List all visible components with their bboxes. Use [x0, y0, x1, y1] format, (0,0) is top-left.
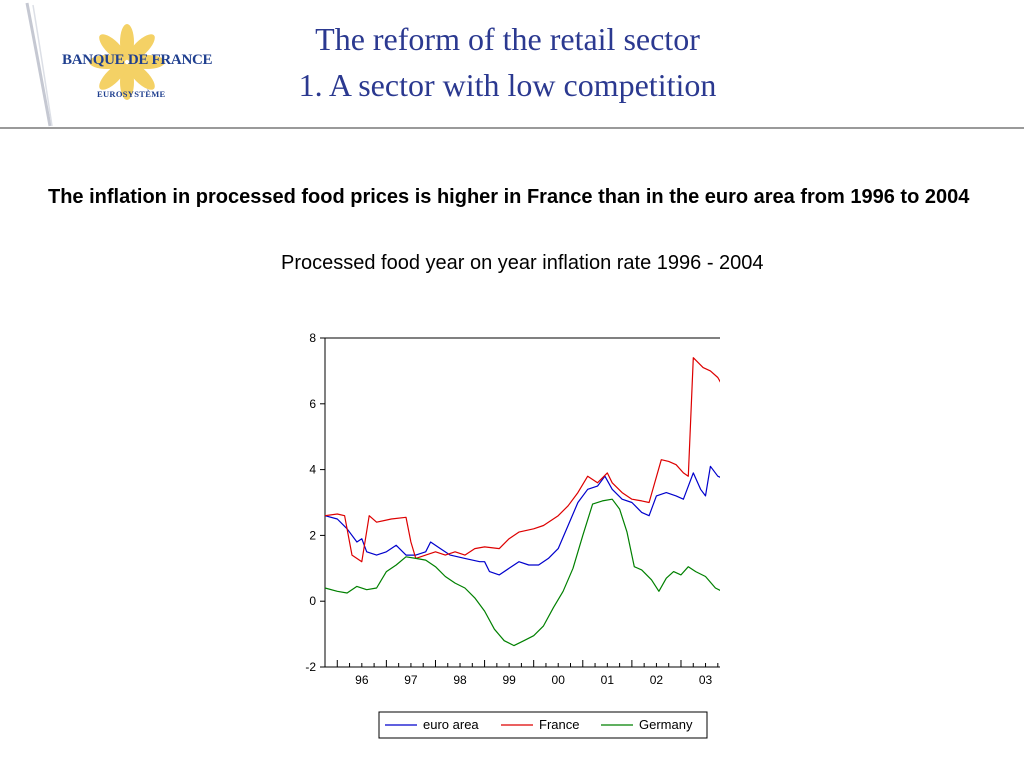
y-tick-label: -2: [305, 660, 316, 674]
title-line-1: The reform of the retail sector: [315, 21, 700, 57]
legend-label-euro-area: euro area: [423, 717, 479, 732]
inflation-chart: -202468969798990001020304euro areaFrance…: [305, 331, 720, 739]
logo: BANQUE DE FRANCE EUROSYSTÈME: [0, 0, 215, 128]
x-tick-label: 99: [502, 673, 516, 687]
x-tick-label: 03: [699, 673, 713, 687]
x-tick-label: 01: [601, 673, 615, 687]
x-tick-label: 00: [552, 673, 566, 687]
chart-title: Processed food year on year inflation ra…: [281, 252, 764, 274]
legend-label-france: France: [539, 717, 579, 732]
logo-subtitle: EUROSYSTÈME: [97, 89, 166, 99]
x-tick-label: 98: [453, 673, 467, 687]
logo-name: BANQUE DE FRANCE: [62, 52, 213, 68]
series-line-france: [324, 357, 720, 563]
x-tick-label: 02: [650, 673, 664, 687]
y-tick-label: 8: [309, 331, 316, 345]
y-tick-label: 4: [309, 463, 316, 477]
title-line-2: 1. A sector with low competition: [298, 67, 717, 103]
banque-de-france-logo-icon: [25, 2, 165, 127]
y-tick-label: 0: [309, 594, 316, 608]
series-line-germany: [324, 498, 720, 647]
legend-label-germany: Germany: [639, 717, 693, 732]
legend-box: [378, 711, 708, 739]
x-tick-label: 96: [355, 673, 369, 687]
y-tick-label: 6: [309, 397, 316, 411]
x-tick-label: 97: [404, 673, 418, 687]
title-divider: [0, 127, 1024, 129]
series-line-euro-area: [324, 465, 720, 576]
slide-title: The reform of the retail sector 1. A sec…: [215, 16, 800, 108]
y-tick-label: 2: [309, 528, 316, 542]
headline: The inflation in processed food prices i…: [48, 186, 970, 208]
plot-frame: [324, 337, 720, 668]
